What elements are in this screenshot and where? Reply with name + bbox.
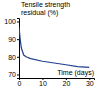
x-tick-label: 10 [39, 80, 47, 87]
y-tick-label: 100 [4, 18, 16, 25]
x-tick-label: 0 [18, 80, 22, 87]
plot-area [19, 27, 89, 68]
x-tick: 30 [86, 78, 94, 87]
y-tick-label: 70 [8, 71, 16, 78]
x-tick: 20 [62, 78, 70, 87]
y-tick-label: 80 [8, 54, 16, 61]
x-tick-label: 20 [62, 80, 70, 87]
chart: 7080901000102030Tensile strengthresidual… [0, 0, 100, 92]
y-tick: 70 [8, 71, 19, 78]
y-tick-mark [17, 39, 19, 40]
y-tick-label: 90 [8, 36, 16, 43]
x-axis: 0 10 20 30 [18, 78, 95, 87]
y-tick: 90 [8, 36, 19, 43]
x-axis-line [20, 79, 95, 81]
y-tick-mark [17, 22, 19, 23]
y-tick-mark [17, 74, 19, 75]
y-axis: 70 80 90 100 [4, 18, 19, 78]
x-tick-label: 30 [86, 80, 94, 87]
y-axis-title: residual (%) [21, 9, 58, 17]
x-axis-title: Time (days) [57, 69, 94, 77]
y-tick: 100 [4, 18, 19, 25]
x-tick: 0 [18, 78, 22, 87]
y-tick-mark [17, 57, 19, 58]
data-line [19, 27, 89, 68]
x-tick: 10 [39, 78, 47, 87]
y-tick: 80 [8, 54, 19, 61]
